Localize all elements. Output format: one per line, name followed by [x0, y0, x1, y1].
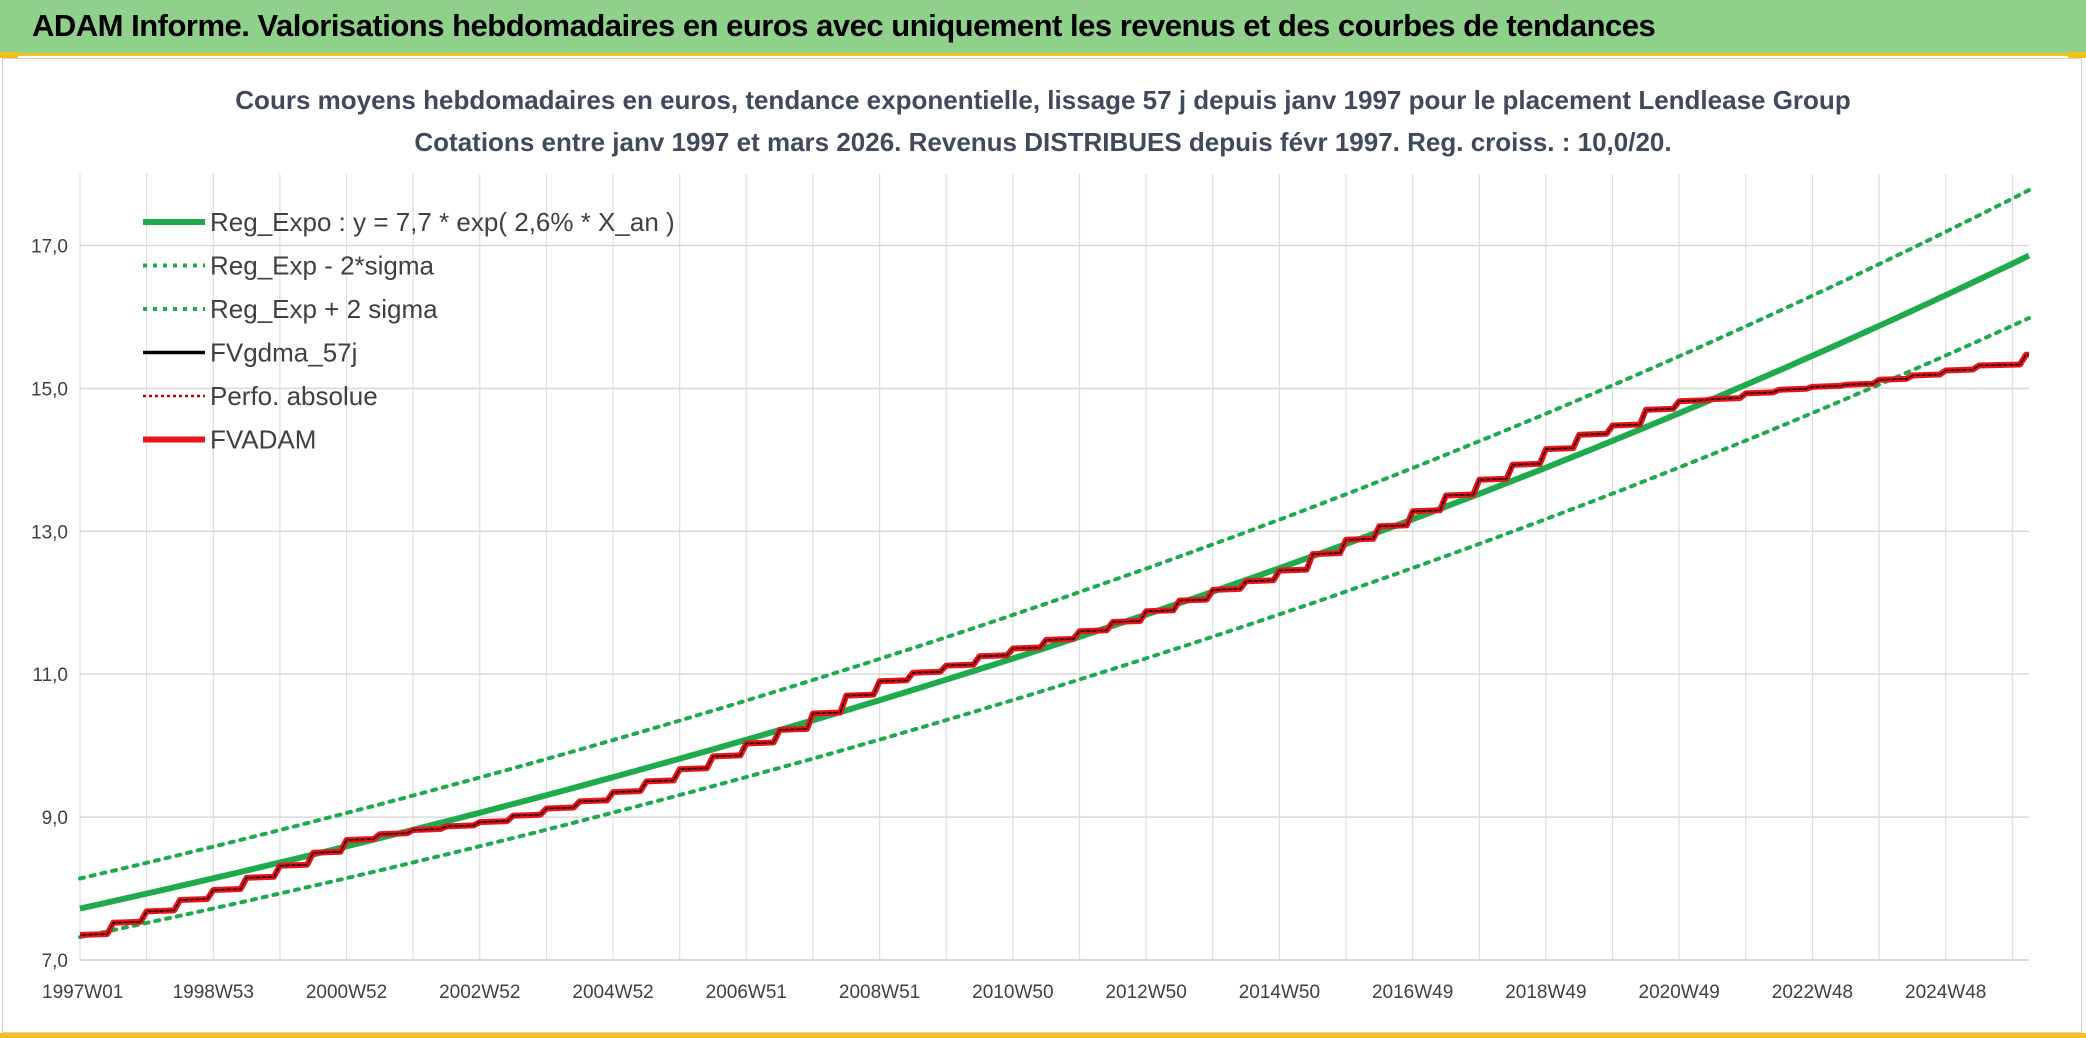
x-tick-label: 2000W52: [306, 982, 387, 1003]
x-tick-label: 2024W48: [1905, 982, 1986, 1003]
series-reg-expo: [79, 252, 2031, 912]
y-tick-label: 13,0: [31, 522, 68, 543]
x-axis-ticks: 1997W01 1998W53 2000W52 2002W52 2004W52 2006W…: [42, 982, 1986, 1003]
legend-label: Reg_Exp - 2*sigma: [210, 251, 435, 281]
x-tick-label: 1997W01: [42, 982, 123, 1003]
chart-frame: Cours moyens hebdomadaires en euros, ten…: [2, 58, 2082, 1033]
page-title: ADAM Informe. Valorisations hebdomadaire…: [32, 8, 1656, 43]
chart-title: Cours moyens hebdomadaires en euros, ten…: [235, 85, 1850, 115]
x-tick-label: 2020W49: [1639, 982, 1720, 1003]
horizontal-gridlines: [80, 244, 2029, 961]
header-banner: ADAM Informe. Valorisations hebdomadaire…: [0, 0, 2086, 56]
x-tick-label: 2008W51: [839, 982, 920, 1003]
vertical-gridlines: [79, 174, 2029, 961]
series-upper-band: [78, 188, 2031, 881]
y-tick-label: 9,0: [42, 808, 68, 829]
y-tick-label: 7,0: [42, 951, 68, 972]
y-tick-label: 17,0: [31, 236, 68, 257]
y-tick-label: 11,0: [32, 665, 68, 686]
x-tick-label: 1998W53: [173, 982, 254, 1003]
corner-accent-left: [0, 52, 18, 58]
legend-label: Perfo. absolue: [210, 381, 378, 411]
series-group: [78, 188, 2031, 940]
x-tick-label: 2022W48: [1772, 982, 1853, 1003]
x-tick-label: 2016W49: [1372, 982, 1453, 1003]
legend-label: FVADAM: [210, 425, 316, 455]
x-tick-label: 2010W50: [972, 982, 1053, 1003]
series-lower-band: [78, 316, 2031, 940]
legend-label: FVgdma_57j: [210, 338, 357, 368]
chart: Cours moyens hebdomadaires en euros, ten…: [31, 85, 2031, 1003]
x-tick-label: 2004W52: [572, 982, 653, 1003]
legend-label: Reg_Expo : y = 7,7 * exp( 2,6% * X_an ): [210, 207, 675, 237]
x-tick-label: 2014W50: [1239, 982, 1320, 1003]
bottom-accent-bar: [0, 1033, 2086, 1038]
y-tick-label: 15,0: [31, 379, 68, 400]
legend-label: Reg_Exp + 2 sigma: [210, 294, 438, 324]
series-perfo-absolue: [79, 354, 2029, 936]
corner-accent-right: [2068, 52, 2086, 58]
chart-subtitle: Cotations entre janv 1997 et mars 2026. …: [414, 127, 1671, 157]
x-tick-label: 2002W52: [439, 982, 520, 1003]
x-tick-label: 2006W51: [706, 982, 787, 1003]
legend: Reg_Expo : y = 7,7 * exp( 2,6% * X_an ) R…: [143, 207, 675, 455]
x-tick-label: 2018W49: [1505, 982, 1586, 1003]
x-tick-label: 2012W50: [1105, 982, 1186, 1003]
y-axis-ticks: 7,0 9,0 11,0 13,0 15,0 17,0: [31, 236, 68, 972]
